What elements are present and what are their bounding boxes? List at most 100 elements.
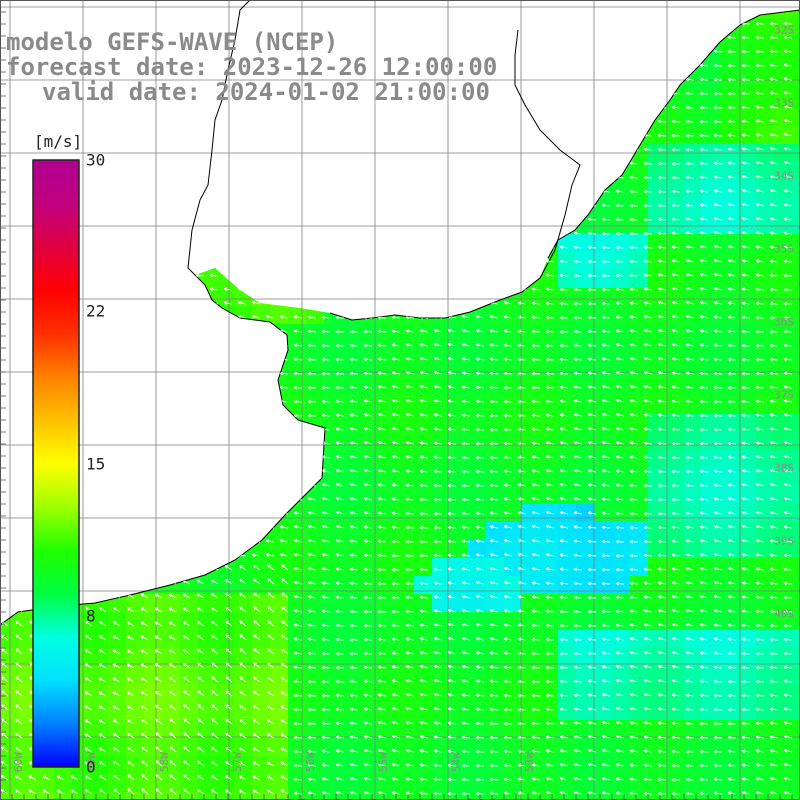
wind-speed-cell <box>18 792 36 800</box>
wind-speed-cell <box>216 756 234 774</box>
wind-arrow-icon <box>433 497 443 502</box>
wind-speed-cell <box>612 486 630 504</box>
wind-speed-cell <box>666 396 684 414</box>
wind-arrow-icon <box>433 469 443 474</box>
wind-speed-cell <box>684 324 702 342</box>
wind-speed-cell <box>270 702 288 720</box>
wind-arrow-icon <box>545 287 555 292</box>
wind-speed-cell <box>756 126 774 144</box>
wind-arrow-icon <box>447 427 457 432</box>
wind-arrow-icon <box>755 188 765 193</box>
wind-speed-cell <box>504 360 522 378</box>
wind-speed-cell <box>486 720 504 738</box>
wind-arrow-icon <box>741 161 751 165</box>
wind-arrow-icon <box>783 315 793 320</box>
wind-arrow-icon <box>587 357 597 361</box>
wind-speed-cell <box>558 666 576 684</box>
wind-speed-cell <box>720 288 738 306</box>
wind-arrow-icon <box>755 174 765 179</box>
wind-speed-cell <box>630 540 648 558</box>
wind-speed-cell <box>252 756 270 774</box>
wind-speed-cell <box>486 738 504 756</box>
wind-arrow-icon <box>713 189 723 193</box>
wind-arrow-icon <box>601 511 611 516</box>
wind-speed-cell <box>450 522 468 540</box>
wind-speed-cell <box>612 450 630 468</box>
wind-speed-cell <box>756 720 774 738</box>
wind-speed-cell <box>414 432 432 450</box>
wind-speed-cell <box>288 306 306 324</box>
wind-speed-cell <box>450 450 468 468</box>
wind-arrow-icon <box>657 539 667 544</box>
wind-speed-cell <box>378 522 396 540</box>
wind-speed-cell <box>504 558 522 576</box>
wind-arrow-icon <box>643 245 653 250</box>
wind-speed-cell <box>612 630 630 648</box>
wind-speed-cell <box>306 630 324 648</box>
wind-arrow-icon <box>503 371 513 376</box>
wind-speed-cell <box>630 522 648 540</box>
wind-speed-cell <box>558 630 576 648</box>
wind-speed-cell <box>270 792 288 800</box>
wind-speed-cell <box>756 234 774 252</box>
wind-speed-cell <box>432 504 450 522</box>
wind-speed-cell <box>558 468 576 486</box>
wind-arrow-icon <box>699 217 709 221</box>
wind-arrow-icon <box>293 343 303 348</box>
wind-speed-cell <box>486 414 504 432</box>
wind-speed-cell <box>378 324 396 342</box>
wind-arrow-icon <box>447 413 457 417</box>
wind-arrow-icon <box>741 259 751 263</box>
wind-arrow-icon <box>699 343 709 347</box>
wind-speed-cell <box>252 792 270 800</box>
wind-speed-cell <box>540 288 558 306</box>
wind-speed-cell <box>558 486 576 504</box>
wind-speed-cell <box>702 288 720 306</box>
wind-arrow-icon <box>559 287 569 292</box>
wind-speed-cell <box>666 414 684 432</box>
wind-arrow-icon <box>671 525 681 530</box>
wind-arrow-icon <box>671 245 681 249</box>
wind-arrow-icon <box>251 314 261 319</box>
wind-arrow-icon <box>643 497 653 502</box>
wind-speed-cell <box>612 702 630 720</box>
wind-arrow-icon <box>335 329 345 334</box>
wind-arrow-icon <box>769 231 779 235</box>
wind-speed-cell <box>486 342 504 360</box>
wind-speed-cell <box>558 756 576 774</box>
wind-speed-cell <box>252 702 270 720</box>
wind-speed-cell <box>324 684 342 702</box>
wind-speed-cell <box>360 468 378 486</box>
wind-arrow-icon <box>461 483 471 488</box>
wind-speed-cell <box>648 648 666 666</box>
wind-speed-cell <box>234 630 252 648</box>
wind-speed-cell <box>720 648 738 666</box>
wind-arrow-icon <box>755 482 765 487</box>
wind-speed-cell <box>0 738 18 756</box>
wind-speed-cell <box>324 576 342 594</box>
wind-speed-cell <box>162 666 180 684</box>
wind-arrow-icon <box>531 524 541 529</box>
wind-arrow-icon <box>307 510 317 515</box>
wind-arrow-icon <box>769 329 779 334</box>
wind-speed-cell <box>702 774 720 792</box>
wind-arrow-icon <box>685 357 695 361</box>
wind-speed-cell <box>324 666 342 684</box>
wind-speed-cell <box>540 540 558 558</box>
wind-speed-cell <box>738 396 756 414</box>
wind-arrow-icon <box>671 413 681 418</box>
wind-arrow-icon <box>503 524 513 529</box>
wind-speed-cell <box>540 792 558 800</box>
wind-speed-cell <box>18 774 36 792</box>
wind-speed-cell <box>324 414 342 432</box>
wind-speed-cell <box>126 612 144 630</box>
wind-speed-cell <box>756 162 774 180</box>
wind-speed-cell <box>630 756 648 774</box>
wind-arrow-icon <box>475 427 485 432</box>
wind-speed-cell <box>648 126 666 144</box>
wind-arrow-icon <box>349 525 359 529</box>
wind-speed-cell <box>702 360 720 378</box>
wind-arrow-icon <box>657 175 667 180</box>
wind-speed-cell <box>558 738 576 756</box>
wind-arrow-icon <box>741 105 751 110</box>
